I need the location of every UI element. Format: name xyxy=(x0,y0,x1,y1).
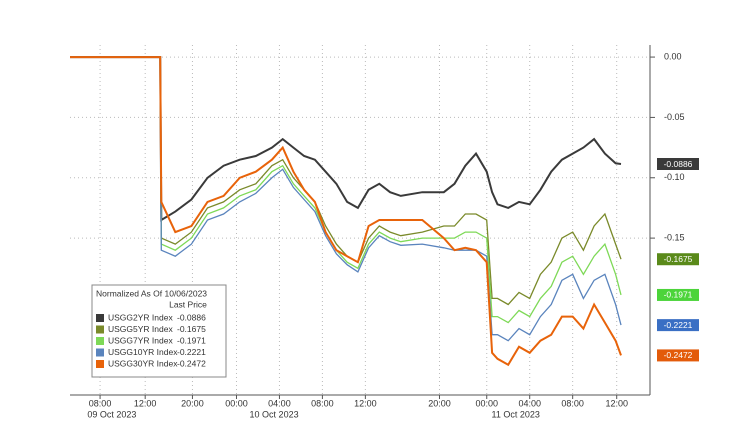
value-tag-label: -0.0886 xyxy=(664,159,693,169)
x-tick-label: 08:00 xyxy=(561,398,584,408)
legend-label: USGG5YR Index xyxy=(108,324,173,334)
series-line xyxy=(70,56,622,367)
value-tag-label: -0.2221 xyxy=(664,320,693,330)
legend-label: USGG30YR Index xyxy=(108,358,178,368)
x-tick-label: 20:00 xyxy=(428,398,451,408)
date-label: 09 Oct 2023 xyxy=(87,409,136,419)
legend-subtitle: Last Price xyxy=(169,299,207,309)
value-tag-label: -0.1675 xyxy=(664,254,693,264)
date-label: 10 Oct 2023 xyxy=(250,409,299,419)
x-tick-label: 12:00 xyxy=(605,398,628,408)
x-tick-label: 12:00 xyxy=(354,398,377,408)
value-tag xyxy=(657,349,699,362)
value-tag-label: -0.1971 xyxy=(664,290,693,300)
legend-label: USGG7YR Index xyxy=(108,335,173,345)
series-line xyxy=(70,56,622,222)
x-tick-label: 04:00 xyxy=(518,398,541,408)
legend-label: USGG10YR Index xyxy=(108,347,178,357)
date-label: 11 Oct 2023 xyxy=(492,409,540,419)
series-line xyxy=(70,56,622,342)
x-tick-label: 04:00 xyxy=(268,398,291,408)
series-line xyxy=(70,56,622,306)
value-tag xyxy=(657,253,699,266)
legend-swatch xyxy=(96,360,104,368)
y-tick-label: 0.00 xyxy=(664,51,682,61)
value-tag xyxy=(657,158,699,170)
value-tag xyxy=(657,319,699,332)
legend-swatch xyxy=(96,337,104,345)
legend-label: USGG2YR Index xyxy=(108,312,173,322)
legend-value: -0.2221 xyxy=(177,347,206,357)
legend-box xyxy=(91,284,227,378)
x-tick-label: 00:00 xyxy=(475,398,498,408)
legend-title: Normalized As Of 10/06/2023 xyxy=(96,288,207,298)
legend-value: -0.1675 xyxy=(177,324,206,334)
legend-value: -0.2472 xyxy=(177,358,206,368)
legend-value: -0.0886 xyxy=(177,312,206,322)
x-tick-label: 20:00 xyxy=(181,398,204,408)
x-tick-label: 08:00 xyxy=(311,398,334,408)
y-tick-label: -0.05 xyxy=(664,112,685,122)
legend-swatch xyxy=(96,348,104,357)
series-line xyxy=(70,56,622,324)
y-tick-label: -0.15 xyxy=(664,232,685,242)
legend-swatch xyxy=(96,325,104,334)
x-tick-label: 00:00 xyxy=(225,398,248,408)
value-tag xyxy=(657,288,699,301)
x-tick-label: 12:00 xyxy=(134,398,157,408)
value-tag-label: -0.2472 xyxy=(664,350,693,360)
y-tick-label: -0.10 xyxy=(664,172,685,182)
legend-value: -0.1971 xyxy=(177,335,206,345)
x-tick-label: 08:00 xyxy=(89,398,112,408)
legend-swatch xyxy=(96,314,104,322)
